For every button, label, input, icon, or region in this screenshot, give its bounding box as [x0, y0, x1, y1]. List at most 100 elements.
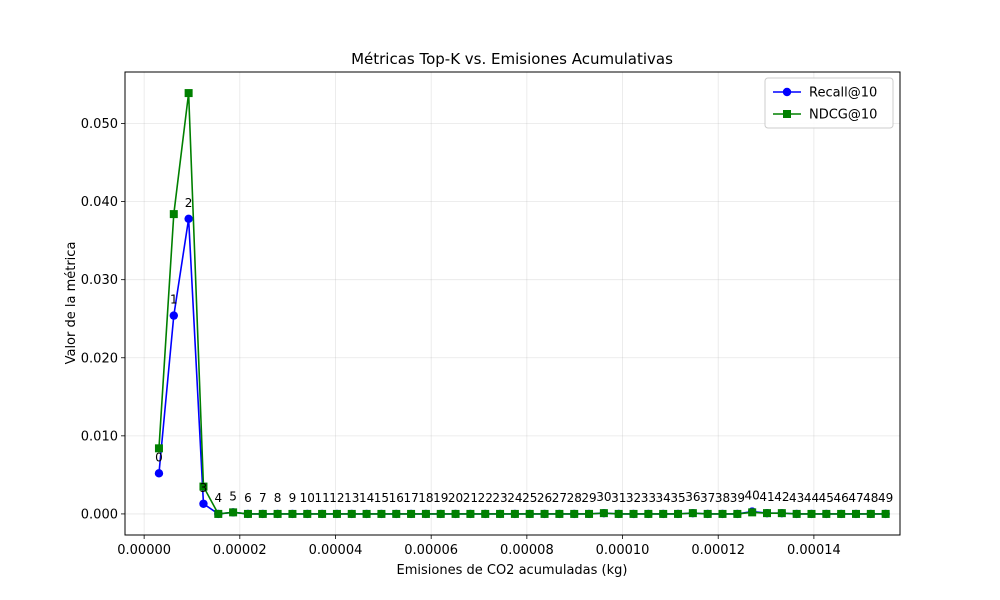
point-label: 16	[389, 491, 404, 505]
point-label: 2	[185, 196, 193, 210]
data-point	[881, 509, 890, 518]
point-label: 15	[374, 491, 389, 505]
data-point	[733, 509, 742, 518]
y-tick-label: 0.000	[81, 507, 118, 522]
x-axis-label: Emisiones de CO2 acumuladas (kg)	[397, 563, 628, 578]
point-label: 18	[418, 491, 433, 505]
point-label: 12	[329, 491, 344, 505]
data-point	[273, 509, 282, 518]
point-label: 43	[789, 491, 804, 505]
series-recall-10	[154, 214, 890, 519]
point-label: 4	[214, 491, 222, 505]
data-point	[362, 509, 371, 518]
data-point	[851, 509, 860, 518]
data-point	[199, 499, 208, 508]
data-point	[229, 508, 238, 517]
data-point	[837, 509, 846, 518]
data-point	[184, 89, 193, 98]
point-label: 3	[200, 481, 208, 495]
data-point	[318, 509, 327, 518]
x-tick-label: 0.00004	[309, 543, 363, 558]
data-point	[243, 509, 252, 518]
point-label: 44	[804, 491, 819, 505]
legend-marker	[783, 110, 791, 118]
data-point	[807, 509, 816, 518]
data-point	[466, 509, 475, 518]
point-label: 28	[567, 491, 582, 505]
point-label: 30	[596, 490, 611, 504]
point-label: 35	[670, 491, 685, 505]
data-point	[169, 210, 178, 219]
point-label: 22	[478, 491, 493, 505]
point-label: 1	[170, 293, 178, 307]
point-label: 5	[229, 489, 237, 503]
y-axis-ticks: 0.000 0.010 0.020 0.030 0.040 0.050	[81, 117, 125, 522]
data-point	[214, 509, 223, 518]
legend-label: Recall@10	[809, 86, 877, 101]
point-label: 27	[552, 491, 567, 505]
point-label: 6	[244, 491, 252, 505]
point-label: 41	[759, 490, 774, 504]
x-tick-label: 0.00002	[213, 543, 267, 558]
legend-box	[764, 77, 894, 129]
data-point	[332, 509, 341, 518]
data-point	[703, 509, 712, 518]
data-point	[777, 509, 786, 518]
x-tick-label: 0.00012	[691, 543, 745, 558]
data-point	[674, 509, 683, 518]
data-point	[496, 509, 505, 518]
x-tick-label: 0.00014	[787, 543, 841, 558]
data-point	[644, 509, 653, 518]
point-label: 23	[492, 491, 507, 505]
legend-item: Recall@10	[773, 86, 877, 101]
point-label: 37	[700, 491, 715, 505]
point-label: 11	[314, 491, 329, 505]
point-label: 42	[774, 490, 789, 504]
x-tick-label: 0.00006	[404, 543, 458, 558]
data-point	[481, 509, 490, 518]
point-label: 48	[863, 491, 878, 505]
series-line	[158, 92, 886, 515]
y-tick-label: 0.020	[81, 351, 118, 366]
point-label: 0	[155, 450, 163, 464]
y-tick-label: 0.050	[81, 117, 118, 132]
point-label: 36	[685, 490, 700, 504]
point-label: 40	[745, 489, 760, 503]
legend-label: NDCG@10	[809, 108, 877, 123]
data-point	[436, 509, 445, 518]
point-label: 19	[433, 491, 448, 505]
point-label: 31	[611, 491, 626, 505]
data-point	[407, 509, 416, 518]
data-point	[451, 509, 460, 518]
point-label: 24	[507, 491, 522, 505]
y-axis-label: Valor de la métrica	[64, 242, 79, 365]
data-point	[154, 469, 164, 478]
data-point	[585, 509, 594, 518]
data-point	[614, 509, 623, 518]
point-label: 13	[344, 491, 359, 505]
data-point	[599, 509, 608, 518]
point-label: 49	[878, 491, 893, 505]
data-point	[822, 509, 831, 518]
point-label: 14	[359, 491, 374, 505]
series-ndcg-10	[154, 89, 890, 518]
data-point	[184, 214, 193, 223]
x-tick-label: 0.00008	[500, 543, 554, 558]
data-point	[866, 509, 875, 518]
point-label: 38	[715, 491, 730, 505]
series-layer	[154, 89, 890, 519]
point-label: 32	[626, 491, 641, 505]
point-label: 9	[289, 491, 297, 505]
x-axis-ticks: 0.00000 0.00002 0.00004 0.00006 0.00008 0.000…	[117, 535, 841, 558]
data-point	[763, 509, 772, 518]
plot-frame	[124, 71, 901, 536]
point-label: 8	[274, 491, 282, 505]
y-tick-label: 0.010	[81, 429, 118, 444]
legend: Recall@10 NDCG@10	[764, 77, 894, 129]
legend-marker	[782, 87, 792, 97]
data-point	[154, 444, 163, 453]
data-point	[392, 509, 401, 518]
data-point	[258, 509, 267, 518]
